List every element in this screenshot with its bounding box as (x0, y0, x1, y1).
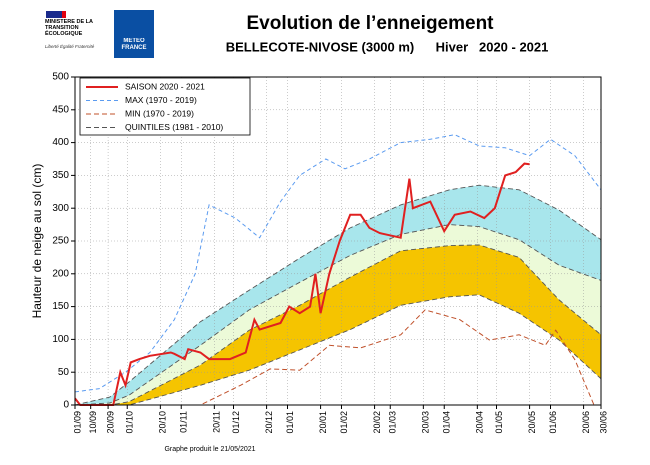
agency-box: METEO FRANCE (121, 38, 147, 51)
x-tick-label: 20/05 (527, 411, 537, 434)
x-tick-label: 01/09 (72, 411, 82, 434)
x-tick-label: 01/05 (494, 411, 504, 434)
x-tick-label: 20/10 (158, 411, 168, 434)
legend-label: QUINTILES (1981 - 2010) (125, 122, 223, 132)
x-tick-label: 01/01 (285, 411, 295, 434)
plot-frame (74, 76, 602, 406)
series-line (75, 309, 595, 406)
legend-label: MIN (1970 - 2019) (125, 108, 194, 118)
y-tick-label: 450 (52, 104, 69, 115)
y-axis-label: Hauteur de neige au sol (cm) (30, 164, 44, 319)
ministry-box: MINISTÈRE DE LA TRANSITION ÉCOLOGIQUE (45, 19, 93, 37)
legend-label: MAX (1970 - 2019) (125, 95, 197, 105)
x-tick-label: 01/10 (125, 411, 135, 434)
season: Hiver 2020 - 2021 (436, 39, 549, 54)
footer: Graphe produit le 21/05/2021 (164, 446, 255, 453)
x-tick-label: 01/06 (548, 411, 558, 434)
quintile-band (75, 294, 601, 405)
y-tick-label: 100 (52, 334, 69, 345)
x-tick-label: 01/11 (179, 411, 189, 433)
flag-red (62, 11, 66, 18)
quintile-line (75, 244, 602, 406)
x-tick-label: 20/02 (372, 411, 382, 434)
flag-blue (46, 11, 62, 18)
subtitle: BELLECOTE-NIVOSE (3000 m) (226, 39, 415, 54)
x-tick-label: 20/12 (264, 411, 274, 434)
y-tick-label: 350 (52, 170, 69, 181)
x-tick-label: 01/04 (442, 411, 452, 434)
quintile-band (75, 244, 601, 405)
y-tick-label: 50 (58, 367, 70, 378)
x-tick-label: 10/09 (88, 411, 98, 434)
y-tick-label: 250 (52, 236, 69, 247)
x-tick-label: 20/06 (581, 411, 591, 434)
series-line (74, 162, 530, 406)
quintile-line (74, 184, 602, 406)
quintile-band (75, 224, 601, 405)
x-tick-label: 20/01 (318, 411, 328, 434)
x-tick-label: 01/12 (231, 411, 241, 434)
y-tick-label: 0 (63, 400, 69, 411)
x-tick-label: 01/02 (339, 411, 349, 434)
x-tick-label: 20/04 (475, 411, 485, 434)
meteo-logo (114, 10, 154, 58)
x-tick-label: 30/06 (598, 411, 608, 434)
y-tick-label: 200 (52, 268, 69, 279)
chart-title: Evolution de l’enneigement (246, 13, 494, 34)
y-tick-label: 300 (52, 203, 69, 214)
y-tick-label: 400 (52, 137, 69, 148)
quintile-line (75, 294, 602, 406)
ministry: MINISTÈRE DE LA TRANSITION ÉCOLOGIQUE (45, 19, 93, 37)
legend-label: SAISON 2020 - 2021 (125, 81, 205, 91)
y-tick-label: 500 (52, 72, 69, 83)
agency: METEO FRANCE (121, 38, 147, 51)
x-tick-label: 20/03 (421, 411, 431, 434)
x-tick-label: 20/09 (105, 411, 115, 434)
x-tick-label: 20/11 (212, 411, 222, 433)
quintile-band (75, 185, 601, 405)
motto: Liberté Égalité Fraternité (45, 43, 95, 49)
x-tick-label: 01/03 (388, 411, 398, 434)
series-line (74, 134, 602, 393)
y-tick-label: 150 (52, 301, 69, 312)
